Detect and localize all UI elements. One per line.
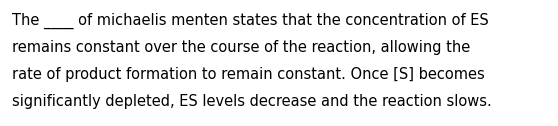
- Text: significantly depleted, ES levels decrease and the reaction slows.: significantly depleted, ES levels decrea…: [12, 94, 492, 109]
- Text: rate of product formation to remain constant. Once [S] becomes: rate of product formation to remain cons…: [12, 67, 485, 82]
- Text: The ____ of michaelis menten states that the concentration of ES: The ____ of michaelis menten states that…: [12, 13, 489, 29]
- Text: remains constant over the course of the reaction, allowing the: remains constant over the course of the …: [12, 40, 470, 55]
